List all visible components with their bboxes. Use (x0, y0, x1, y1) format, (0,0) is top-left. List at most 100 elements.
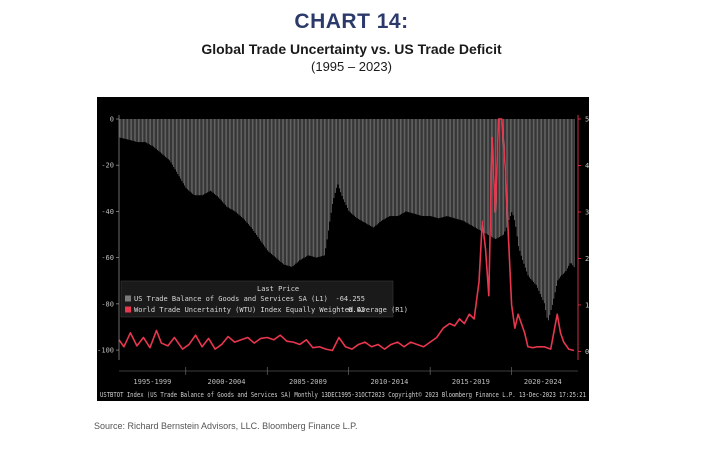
trade-balance-bar (519, 119, 521, 251)
trade-balance-bar (249, 119, 251, 226)
trade-balance-bar (205, 119, 207, 194)
trade-balance-bar (541, 119, 542, 298)
trade-balance-bar (360, 119, 362, 221)
trade-balance-bar (409, 119, 411, 213)
trade-balance-bar (571, 119, 572, 264)
trade-balance-bar (159, 119, 161, 153)
trade-balance-bar (355, 119, 357, 217)
trade-balance-bar (480, 119, 481, 231)
trade-balance-bar (394, 119, 396, 217)
trade-balance-bar (233, 119, 234, 211)
trade-balance-bar (226, 119, 228, 207)
trade-balance-bar (387, 119, 389, 217)
trade-balance-bar (566, 119, 568, 269)
trade-balance-bar (485, 119, 487, 234)
trade-balance-bar (389, 119, 390, 217)
trade-balance-bar (481, 119, 483, 232)
legend-swatch-wtu (125, 306, 131, 313)
trade-balance-bar (492, 119, 494, 238)
trade-balance-bar (285, 119, 287, 266)
trade-balance-bar (371, 119, 373, 227)
trade-balance-bar (362, 119, 363, 222)
trade-balance-bar (227, 119, 229, 208)
trade-balance-bar (531, 119, 533, 281)
trade-balance-bar (428, 119, 430, 217)
trade-balance-bar (478, 119, 480, 230)
chart-title: Global Trade Uncertainty vs. US Trade De… (201, 41, 502, 57)
trade-balance-bar (522, 119, 523, 260)
trade-balance-bar (135, 119, 137, 142)
trade-balance-bar (336, 119, 338, 188)
trade-balance-bar (447, 119, 449, 217)
trade-balance-bar (311, 119, 313, 257)
left-axis-tick-label: -40 (101, 208, 114, 216)
trade-balance-bar (438, 119, 439, 219)
trade-balance-bar (287, 119, 289, 266)
trade-balance-bar (296, 119, 298, 263)
trade-balance-bar (333, 119, 335, 199)
chart-header: CHART 14: Global Trade Uncertainty vs. U… (0, 10, 703, 74)
trade-balance-bar (489, 119, 491, 236)
trade-balance-bar (283, 119, 285, 265)
trade-balance-bar (253, 119, 255, 232)
trade-balance-bar (128, 119, 130, 140)
trade-balance-bar (294, 119, 295, 265)
trade-balance-bar (261, 119, 263, 243)
trade-balance-bar (317, 119, 318, 258)
trade-balance-bar (201, 119, 203, 196)
trade-balance-bar (216, 119, 218, 197)
trade-balance-bar (523, 119, 525, 264)
trade-balance-bar (419, 119, 420, 216)
trade-balance-bar (138, 119, 139, 143)
trade-balance-bar (139, 119, 141, 143)
trade-balance-bar (341, 119, 343, 197)
trade-balance-bar (119, 119, 120, 138)
trade-balance-bar (247, 119, 249, 225)
trade-balance-bar (443, 119, 445, 217)
trade-balance-bar (190, 119, 192, 193)
trade-balance-bar (300, 119, 302, 260)
trade-balance-bar (152, 119, 154, 147)
trade-balance-bar (214, 119, 215, 194)
trade-balance-bar (470, 119, 472, 226)
trade-balance-bar (401, 119, 403, 214)
right-axis-tick-label: 2.00 (585, 255, 589, 263)
trade-balance-bar (304, 119, 306, 258)
trade-balance-bar (269, 119, 271, 253)
trade-balance-bar (378, 119, 380, 224)
trade-balance-bar (537, 119, 538, 288)
trade-balance-bar (212, 119, 214, 193)
trade-balance-bar (334, 119, 336, 193)
trade-balance-bar (543, 119, 545, 304)
trade-balance-bar (203, 119, 204, 195)
trade-balance-bar (150, 119, 152, 146)
trade-balance-bar (534, 119, 536, 284)
trade-balance-bar (219, 119, 221, 199)
trade-balance-bar (458, 119, 460, 220)
trade-balance-bar (254, 119, 256, 233)
trade-balance-bar (539, 119, 541, 294)
trade-balance-bar (188, 119, 190, 191)
trade-balance-bar (277, 119, 279, 260)
trade-balance-bar (542, 119, 544, 301)
trade-balance-bar (143, 119, 145, 143)
trade-balance-bar (546, 119, 548, 318)
trade-balance-bar (410, 119, 412, 213)
trade-balance-bar (533, 119, 534, 282)
trade-balance-bar (476, 119, 477, 229)
trade-balance-bar (508, 119, 510, 220)
x-axis-period-label: 2010-2014 (370, 378, 408, 386)
x-axis-period-label: 2020-2024 (524, 378, 562, 386)
bloomberg-footer: USTBTOT Index (US Trade Balance of Goods… (100, 391, 586, 399)
trade-balance-bar (238, 119, 240, 215)
trade-balance-bar (176, 119, 177, 172)
trade-balance-bar (235, 119, 237, 213)
trade-balance-bar (215, 119, 217, 196)
trade-balance-bar (455, 119, 457, 219)
trade-balance-bar (121, 119, 123, 139)
trade-balance-bar (367, 119, 369, 225)
trade-balance-bar (348, 119, 350, 211)
trade-balance-bar (200, 119, 202, 196)
trade-balance-bar (538, 119, 540, 291)
trade-balance-bar (431, 119, 433, 217)
